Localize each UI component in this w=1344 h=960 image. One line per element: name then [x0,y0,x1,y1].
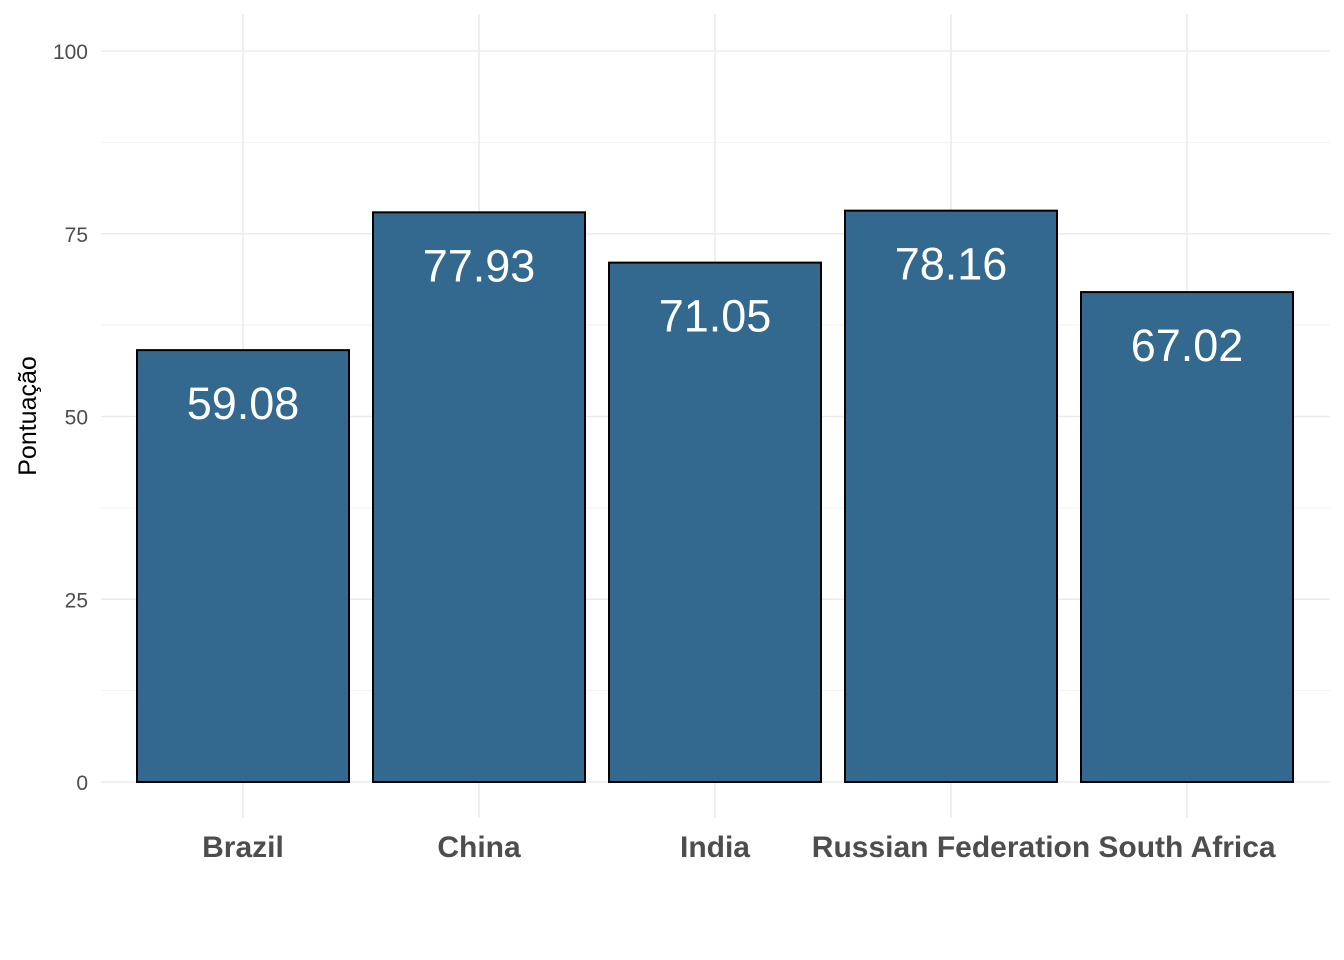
data-label: 59.08 [187,378,300,429]
y-tick-label: 50 [65,407,88,430]
x-tick-label: Russian Federation [812,831,1090,864]
y-tick-label: 0 [76,772,88,795]
y-axis-ticks: 0 25 50 75 100 [53,41,88,795]
bars [136,209,1294,784]
y-axis-label: Pontuação [14,356,42,476]
data-label: 71.05 [659,291,772,342]
y-tick-label: 100 [53,41,88,64]
x-axis-ticks: Brazil China India Russian Federation South … [202,831,1276,864]
bar-china [372,211,586,783]
x-tick-label: Brazil [202,831,284,864]
data-labels: 59.08 77.93 71.05 78.16 67.02 [187,239,1244,429]
x-tick-label: South Africa [1098,831,1276,864]
bar-russian-federation [844,209,1058,784]
x-tick-label: China [437,831,521,864]
data-label: 77.93 [423,240,536,291]
data-label: 78.16 [895,239,1008,290]
data-label: 67.02 [1131,320,1244,371]
bar-south-africa [1080,291,1294,783]
y-tick-label: 25 [65,589,88,612]
bar-brazil [136,349,350,783]
x-tick-label: India [680,831,750,864]
bar-india [608,261,822,783]
y-tick-label: 75 [65,224,88,247]
